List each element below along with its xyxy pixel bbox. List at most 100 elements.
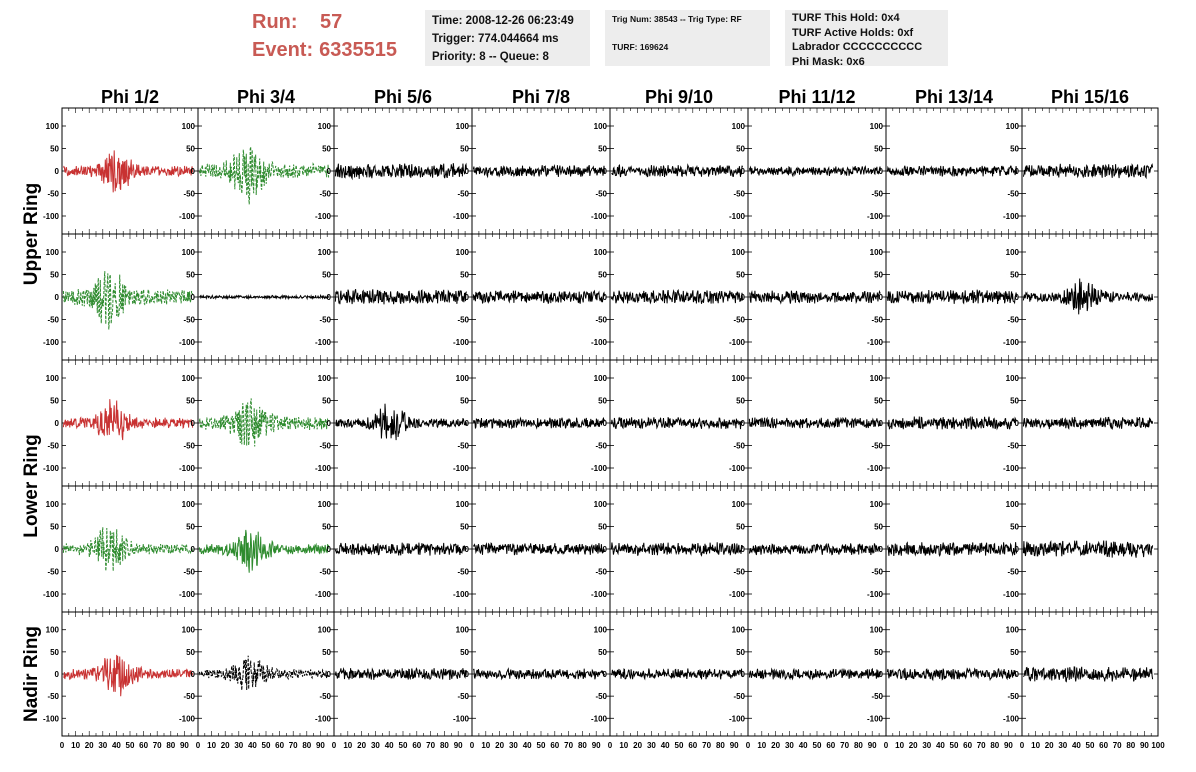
y-tick-label: 50 [1010,271,1019,280]
y-tick-label: 100 [182,626,196,635]
waveform-trace [198,398,330,447]
waveform-panel: -100 -50 0 50 100 [453,359,611,487]
y-tick-label: -100 [867,714,884,723]
y-tick-label: -100 [315,714,332,723]
y-tick-label: -100 [591,338,608,347]
y-tick-label: -100 [729,338,746,347]
y-tick-label: -50 [1007,692,1019,701]
y-tick-label: 100 [594,500,608,509]
waveform-trace [886,289,1018,305]
x-tick-label: 70 [426,741,435,750]
y-tick-label: -50 [319,692,331,701]
y-tick-label: 50 [598,145,607,154]
y-tick-label: -50 [871,568,883,577]
x-tick-label: 90 [592,741,601,750]
x-tick-label: 50 [950,741,959,750]
y-tick-label: 50 [50,523,59,532]
waveform-panel: -100 -50 0 50 100 [179,611,335,737]
waveform-trace [748,416,881,429]
x-tick-label: 0 [1020,741,1025,750]
y-tick-label: -100 [1003,714,1020,723]
y-tick-label: 50 [874,397,883,406]
x-tick-label: 60 [412,741,421,750]
y-tick-label: 0 [741,545,746,554]
y-tick-label: 0 [1015,670,1020,679]
y-tick-label: 0 [191,670,196,679]
x-tick-label: 70 [702,741,711,750]
x-tick-label: 90 [316,741,325,750]
x-tick-label: 70 [153,741,162,750]
y-tick-label: -100 [591,714,608,723]
waveform-trace [1022,540,1154,558]
y-tick-label: 100 [870,626,884,635]
waveform-panel: -100 -50 0 50 100 [729,359,887,487]
x-tick-label: 40 [523,741,532,750]
y-tick-label: 0 [741,293,746,302]
waveform-trace [472,542,605,556]
x-tick-label: 80 [302,741,311,750]
y-tick-label: 50 [736,271,745,280]
waveform-trace [472,667,605,681]
y-tick-label: 0 [327,293,332,302]
y-tick-label: -100 [453,464,470,473]
y-tick-label: 50 [186,271,195,280]
y-tick-label: 0 [465,167,470,176]
x-tick-label: 80 [716,741,725,750]
x-tick-label: 20 [357,741,366,750]
priority-line: Priority: 8 -- Queue: 8 [432,51,549,63]
waveform-trace [748,542,881,556]
waveform-trace [472,416,605,430]
y-tick-label: -100 [1003,338,1020,347]
x-tick-label: 80 [578,741,587,750]
y-tick-label: -50 [733,442,745,451]
x-tick-label: 50 [813,741,822,750]
y-tick-label: 100 [870,374,884,383]
y-tick-label: -50 [595,442,607,451]
y-tick-label: -100 [315,212,332,221]
y-tick-label: 100 [182,500,196,509]
waveform-panel: -100 -50 0 50 100 [315,611,473,737]
y-tick-label: -50 [1007,568,1019,577]
waveform-trace [334,289,467,305]
x-tick-label: 100 [1151,741,1165,750]
y-tick-label: -100 [43,714,60,723]
y-tick-label: 100 [456,626,470,635]
y-tick-label: -100 [43,590,60,599]
x-tick-label: 40 [936,741,945,750]
y-tick-label: 100 [732,248,746,257]
y-tick-label: 50 [322,523,331,532]
waveform-trace [334,542,467,556]
waveform-trace [472,164,605,179]
y-tick-label: 50 [874,271,883,280]
waveform-trace [1022,163,1154,180]
waveform-trace [748,667,881,681]
waveform-panel: -100 -50 0 50 100 [453,107,611,235]
run-label: Run: [252,11,298,33]
waveform-trace [198,529,330,573]
y-tick-label: -100 [729,212,746,221]
y-tick-label: -50 [319,190,331,199]
y-tick-label: -50 [183,568,195,577]
y-tick-label: -50 [733,190,745,199]
x-tick-label: 50 [262,741,271,750]
y-tick-label: 50 [736,145,745,154]
y-tick-label: 100 [456,122,470,131]
y-tick-label: 0 [879,670,884,679]
x-tick-label: 60 [963,741,972,750]
column-title: Phi 15/16 [1051,87,1129,107]
waveform-trace [1022,278,1154,315]
x-tick-label: 0 [608,741,613,750]
waveform-trace [611,163,743,178]
column-title: Phi 3/4 [237,87,295,107]
run-value: 57 [320,11,343,33]
y-tick-label: 100 [594,626,608,635]
y-tick-label: 50 [186,523,195,532]
column-title: Phi 11/12 [778,87,855,107]
waveform-panel: -100 -50 0 50 100 [729,107,887,235]
column-title: Phi 13/14 [915,87,993,107]
x-tick-label: 10 [71,741,80,750]
x-tick-label: 60 [275,741,284,750]
x-tick-label: 60 [139,741,148,750]
y-tick-label: 100 [318,248,332,257]
y-tick-label: -50 [871,692,883,701]
